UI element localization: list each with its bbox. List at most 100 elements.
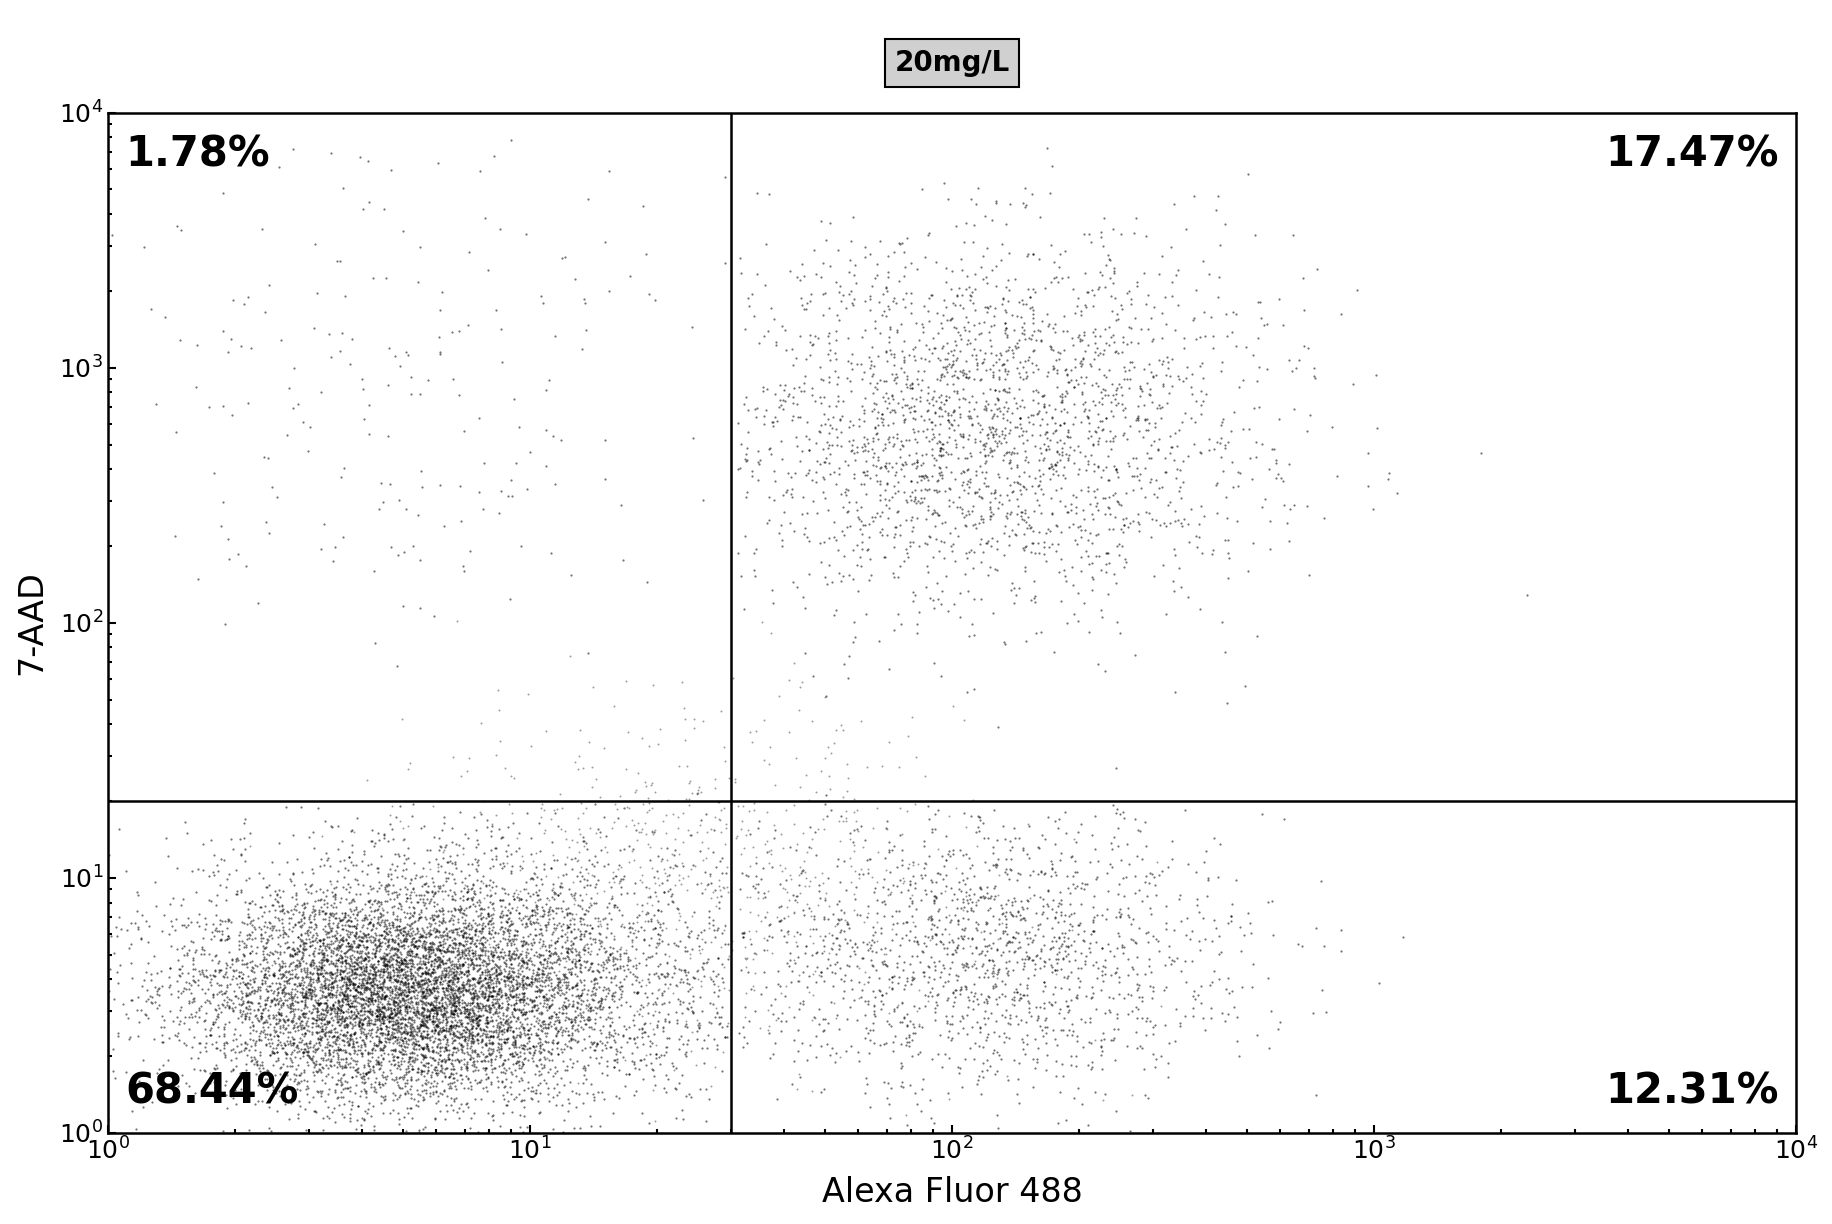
Point: [907, 370, 936, 389]
Point: [953, 477, 982, 497]
Point: [815, 1045, 845, 1065]
Point: [791, 349, 821, 368]
Point: [839, 885, 868, 905]
Point: [643, 935, 672, 955]
Point: [1031, 403, 1061, 422]
Point: [898, 1015, 927, 1034]
Point: [601, 794, 630, 814]
Point: [793, 876, 823, 896]
Point: [786, 860, 815, 880]
Point: [544, 961, 573, 980]
Point: [546, 1024, 575, 1044]
Point: [332, 1001, 361, 1021]
Point: [929, 366, 958, 386]
Point: [938, 996, 967, 1016]
Point: [1125, 1037, 1154, 1056]
Point: [830, 911, 859, 930]
Point: [297, 1050, 326, 1070]
Point: [535, 900, 564, 919]
Point: [282, 849, 311, 869]
Point: [174, 940, 203, 960]
Point: [881, 425, 911, 444]
Point: [202, 918, 231, 938]
Point: [383, 920, 412, 940]
Point: [366, 1033, 396, 1053]
Point: [354, 947, 383, 967]
Point: [830, 966, 859, 985]
Point: [561, 965, 590, 984]
Point: [456, 1032, 485, 1051]
Point: [566, 929, 595, 949]
Point: [942, 971, 971, 990]
Point: [324, 1015, 354, 1034]
Point: [339, 968, 368, 988]
Point: [885, 459, 914, 479]
Point: [333, 994, 363, 1013]
Point: [507, 941, 537, 961]
Point: [355, 961, 385, 980]
Point: [288, 1004, 317, 1023]
Point: [346, 944, 376, 963]
Point: [409, 1021, 438, 1040]
Point: [388, 965, 418, 984]
Point: [357, 990, 387, 1010]
Point: [147, 922, 176, 941]
Point: [898, 968, 927, 988]
Point: [947, 426, 976, 446]
Point: [354, 969, 383, 989]
Point: [348, 1022, 377, 1042]
Point: [291, 939, 321, 958]
Point: [903, 432, 932, 452]
Point: [453, 916, 482, 935]
Point: [691, 953, 720, 973]
Point: [297, 987, 326, 1006]
Point: [443, 918, 473, 938]
Point: [1099, 343, 1129, 362]
Point: [387, 936, 416, 956]
Point: [469, 1013, 498, 1033]
Point: [256, 991, 286, 1011]
Point: [806, 393, 835, 412]
Point: [330, 957, 359, 977]
Point: [691, 1080, 720, 1099]
Point: [517, 972, 546, 991]
Point: [1022, 404, 1052, 424]
Point: [927, 869, 956, 889]
Point: [304, 1059, 333, 1078]
Point: [1052, 991, 1081, 1011]
Point: [478, 849, 507, 869]
Point: [649, 859, 678, 879]
Point: [1158, 849, 1187, 869]
Point: [453, 854, 482, 874]
Point: [1052, 968, 1081, 988]
Point: [306, 1048, 335, 1067]
Point: [313, 985, 343, 1005]
Point: [266, 936, 295, 956]
Point: [247, 1067, 277, 1087]
Point: [473, 1012, 502, 1032]
Point: [333, 988, 363, 1007]
Point: [1171, 357, 1200, 377]
Point: [300, 953, 330, 973]
Point: [1281, 359, 1310, 378]
Point: [854, 903, 883, 923]
Point: [819, 461, 848, 481]
Point: [998, 1050, 1028, 1070]
Point: [357, 1027, 387, 1047]
Point: [638, 946, 667, 966]
Point: [500, 945, 529, 965]
Point: [703, 898, 733, 918]
Point: [476, 1011, 506, 1031]
Point: [630, 1013, 660, 1033]
Point: [451, 980, 480, 1000]
Point: [253, 982, 282, 1001]
Point: [398, 905, 427, 924]
Point: [1075, 233, 1105, 252]
Point: [288, 987, 317, 1006]
Point: [271, 1018, 300, 1038]
Point: [634, 788, 663, 808]
Point: [865, 371, 894, 390]
Point: [350, 942, 379, 962]
Point: [467, 916, 496, 935]
Point: [438, 1024, 467, 1044]
